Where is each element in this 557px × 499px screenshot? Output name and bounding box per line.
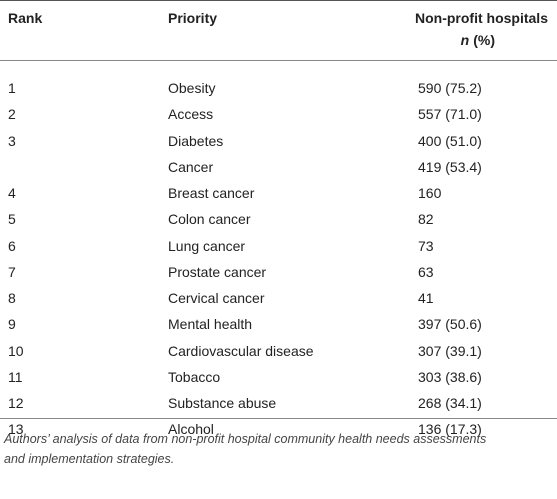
- rank-cell: 6: [8, 237, 16, 254]
- header-cell: Priority: [168, 10, 218, 26]
- header-sub: n (%): [461, 31, 495, 49]
- rank-cell: 5: [8, 211, 16, 228]
- count-cell: 557 (71.0): [418, 106, 482, 123]
- priority-cell: Colon cancer: [168, 211, 251, 228]
- count-cell: 268 (34.1): [418, 395, 482, 411]
- rank-cell: 10: [8, 342, 24, 359]
- count-cell: 397 (50.6): [418, 316, 482, 333]
- rank-cell: 4: [8, 185, 16, 201]
- count-cell: 82: [418, 211, 434, 228]
- count-cell: 400 (51.0): [418, 132, 482, 149]
- count-cell: 303 (38.6): [418, 368, 482, 385]
- rank-cell: 2: [8, 106, 16, 123]
- header-cell: Non-profit hospitals: [415, 10, 548, 26]
- top-rule: [0, 0, 557, 1]
- priority-cell: Lung cancer: [168, 237, 246, 254]
- priority-cell: Mental health: [168, 316, 253, 333]
- priority-cell: Cancer: [168, 158, 214, 175]
- header-cell: Rank: [8, 10, 43, 26]
- bottom-rule: [0, 418, 557, 419]
- rank-cell: 11: [8, 368, 23, 385]
- count-cell: 419 (53.4): [418, 158, 482, 175]
- priority-cell: Substance abuse: [168, 395, 277, 411]
- rank-cell: 9: [8, 316, 16, 333]
- count-cell: 73: [418, 237, 434, 254]
- rank-cell: 12: [8, 395, 24, 411]
- rank-cell: 1: [8, 80, 16, 96]
- rank-cell: 13: [8, 421, 24, 438]
- rank-cell: 8: [8, 290, 16, 306]
- footnote: Authors’ analysis of data from non-profi…: [4, 432, 487, 446]
- priority-cell: Cardiovascular disease: [168, 342, 314, 359]
- count-cell: 307 (39.1): [418, 342, 482, 359]
- priority-cell: Alcohol: [168, 421, 214, 438]
- count-cell: 63: [418, 263, 434, 280]
- priority-cell: Diabetes: [168, 132, 224, 149]
- priority-cell: Access: [168, 106, 214, 123]
- rank-cell: 3: [8, 132, 16, 149]
- priority-cell: Cervical cancer: [168, 290, 265, 306]
- count-cell: 590 (75.2): [418, 80, 482, 96]
- footnote: and implementation strategies.: [4, 452, 175, 466]
- count-cell: 136 (17.3): [418, 421, 482, 438]
- priority-cell: Breast cancer: [168, 185, 255, 201]
- priority-cell: Prostate cancer: [168, 263, 267, 280]
- priority-cell: Tobacco: [168, 368, 221, 385]
- rank-cell: 7: [8, 263, 16, 280]
- header-sub-n: n: [460, 32, 470, 48]
- count-cell: 41: [418, 290, 434, 306]
- count-cell: 160: [418, 185, 442, 201]
- priority-cell: Obesity: [168, 80, 216, 96]
- header-sub-pct: (%): [473, 32, 495, 48]
- header-rule: [0, 60, 557, 61]
